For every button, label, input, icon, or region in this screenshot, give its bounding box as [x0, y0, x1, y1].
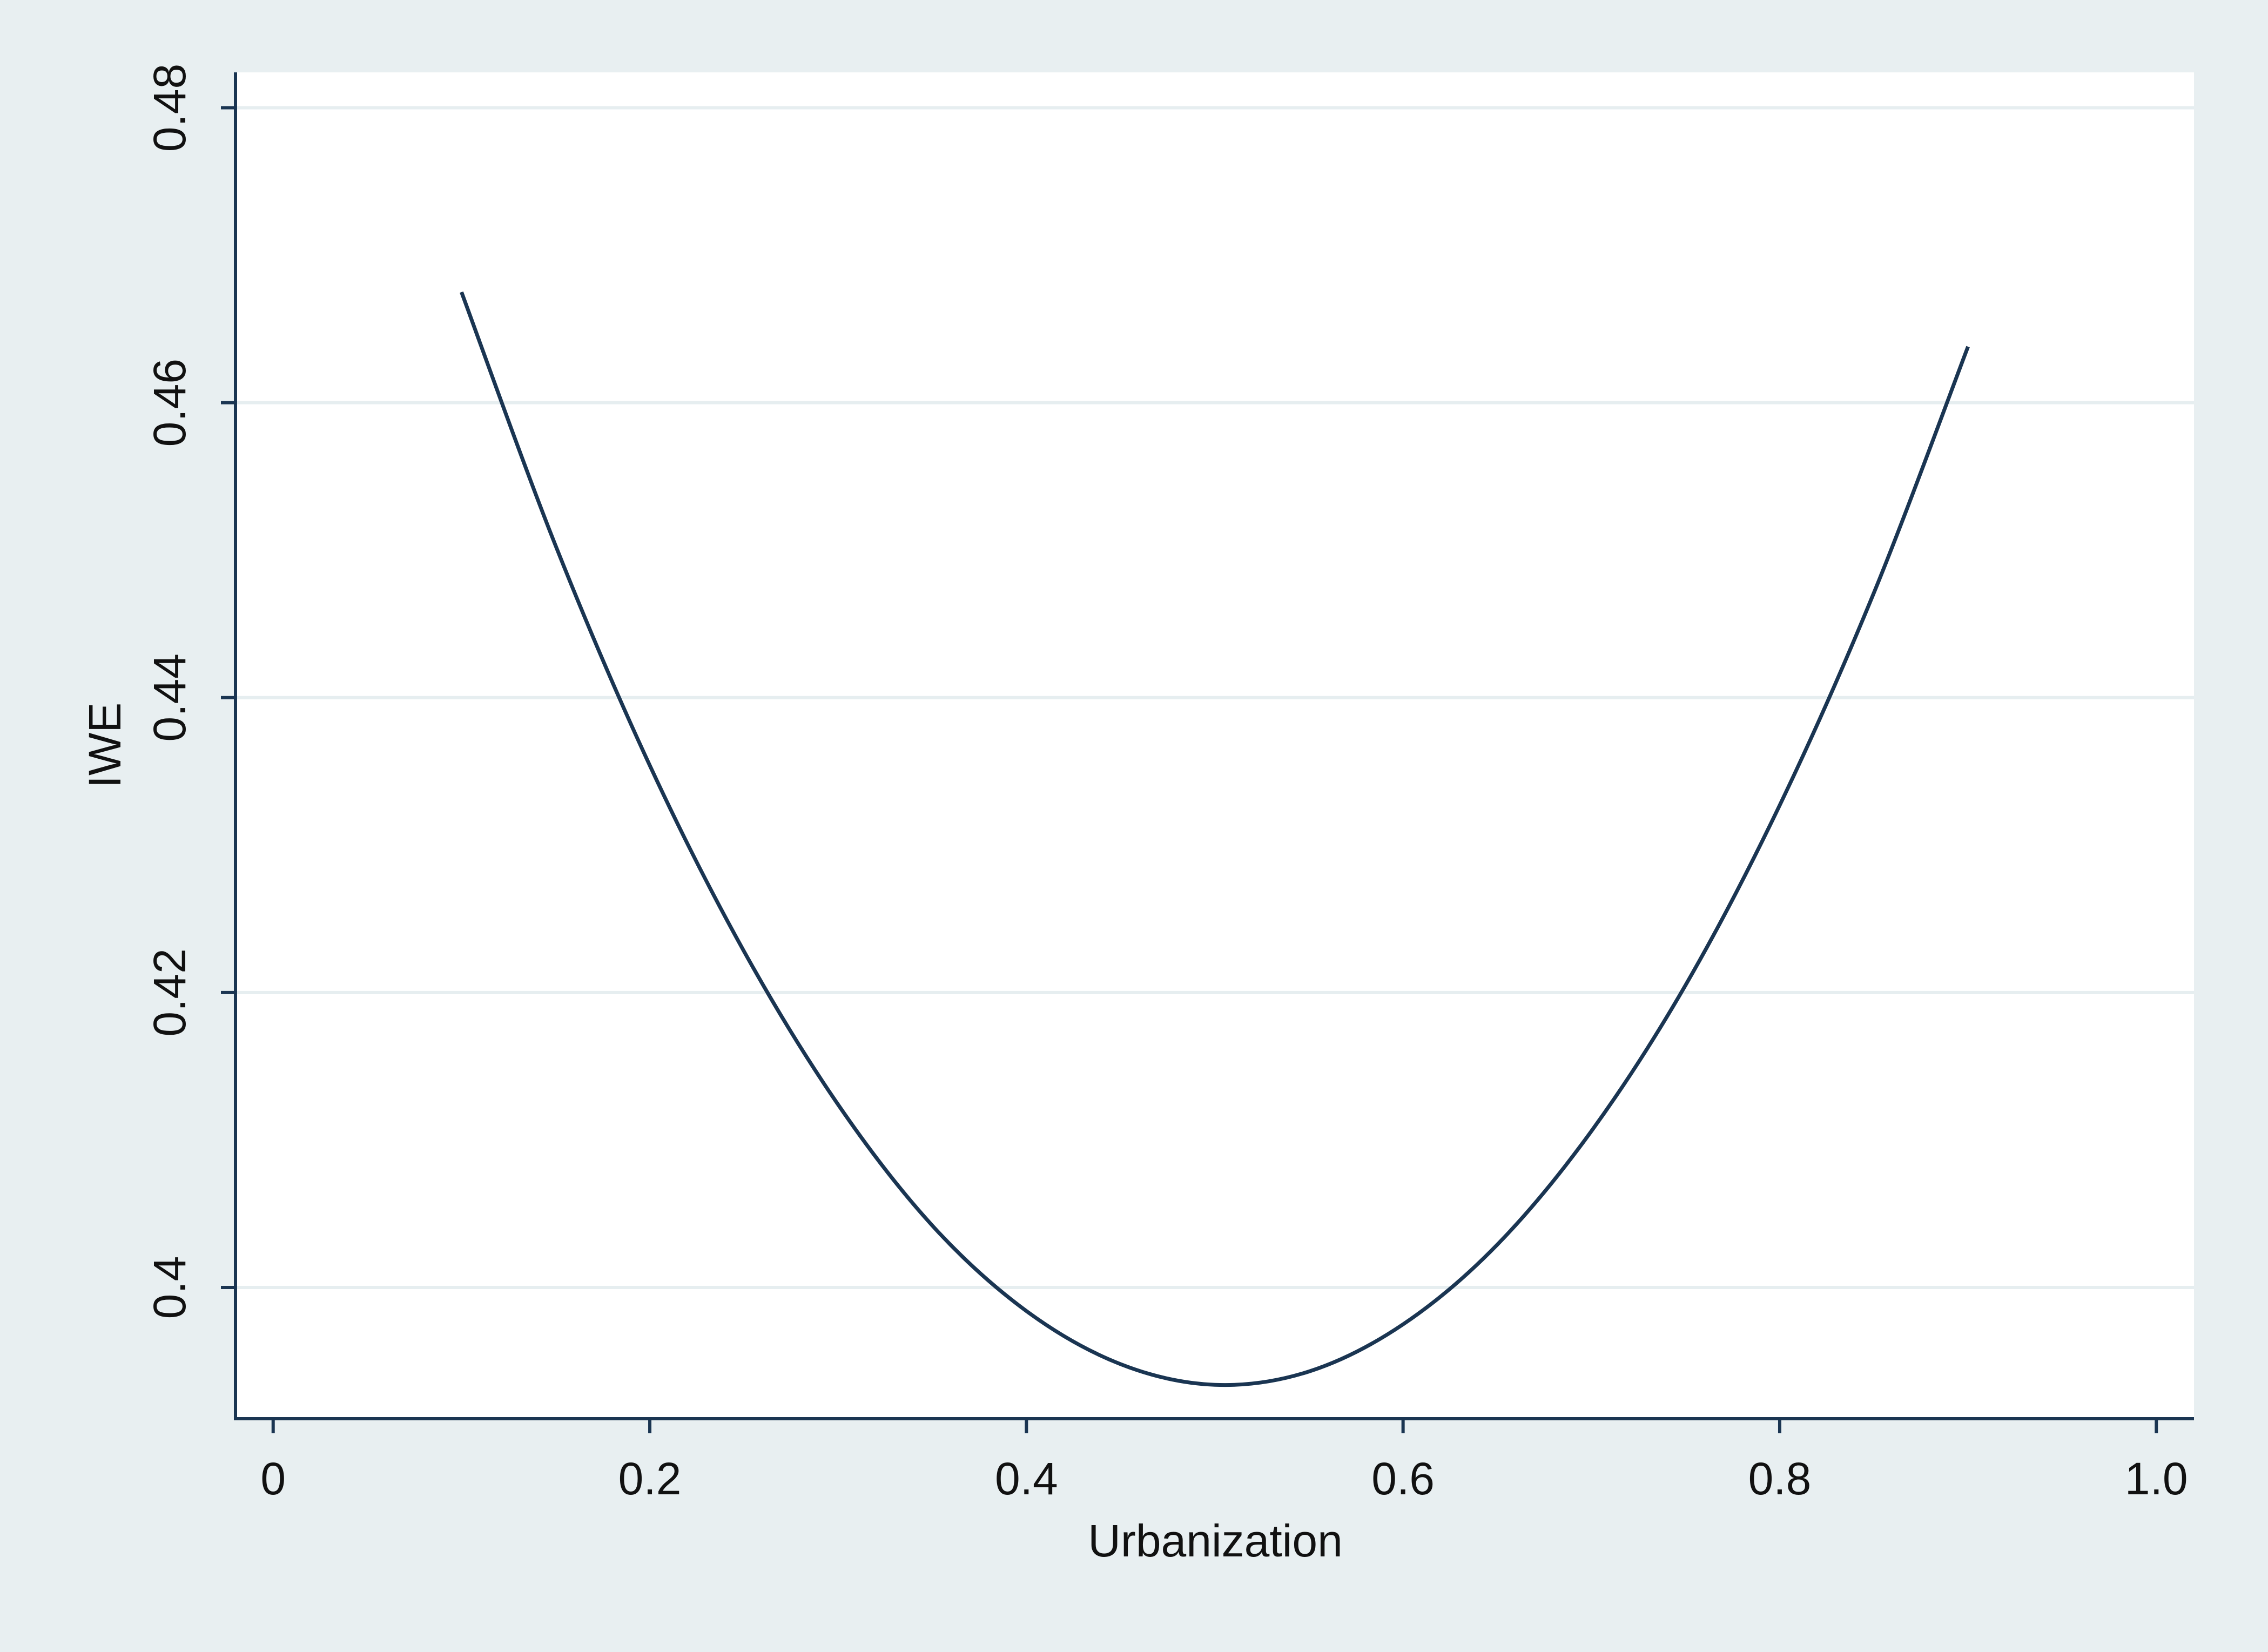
y-axis-title: IWE: [79, 703, 130, 788]
y-tick-label: 0.4: [144, 1256, 195, 1319]
x-tick-label: 0.6: [1371, 1453, 1435, 1504]
line-series: [460, 291, 1970, 1387]
y-tick-label: 0.46: [144, 359, 195, 447]
x-tick-label: 1.0: [2125, 1453, 2188, 1504]
plot-area: [235, 72, 2194, 1419]
y-tick-label: 0.48: [144, 64, 195, 152]
x-tick-label: 0: [260, 1453, 286, 1504]
x-tick-label: 0.4: [995, 1453, 1058, 1504]
x-tick-label: 0.8: [1748, 1453, 1812, 1504]
y-tick-label: 0.42: [144, 948, 195, 1037]
y-tick-label: 0.44: [144, 653, 195, 742]
x-axis-title: Urbanization: [1088, 1515, 1343, 1566]
x-tick-label: 0.2: [618, 1453, 682, 1504]
